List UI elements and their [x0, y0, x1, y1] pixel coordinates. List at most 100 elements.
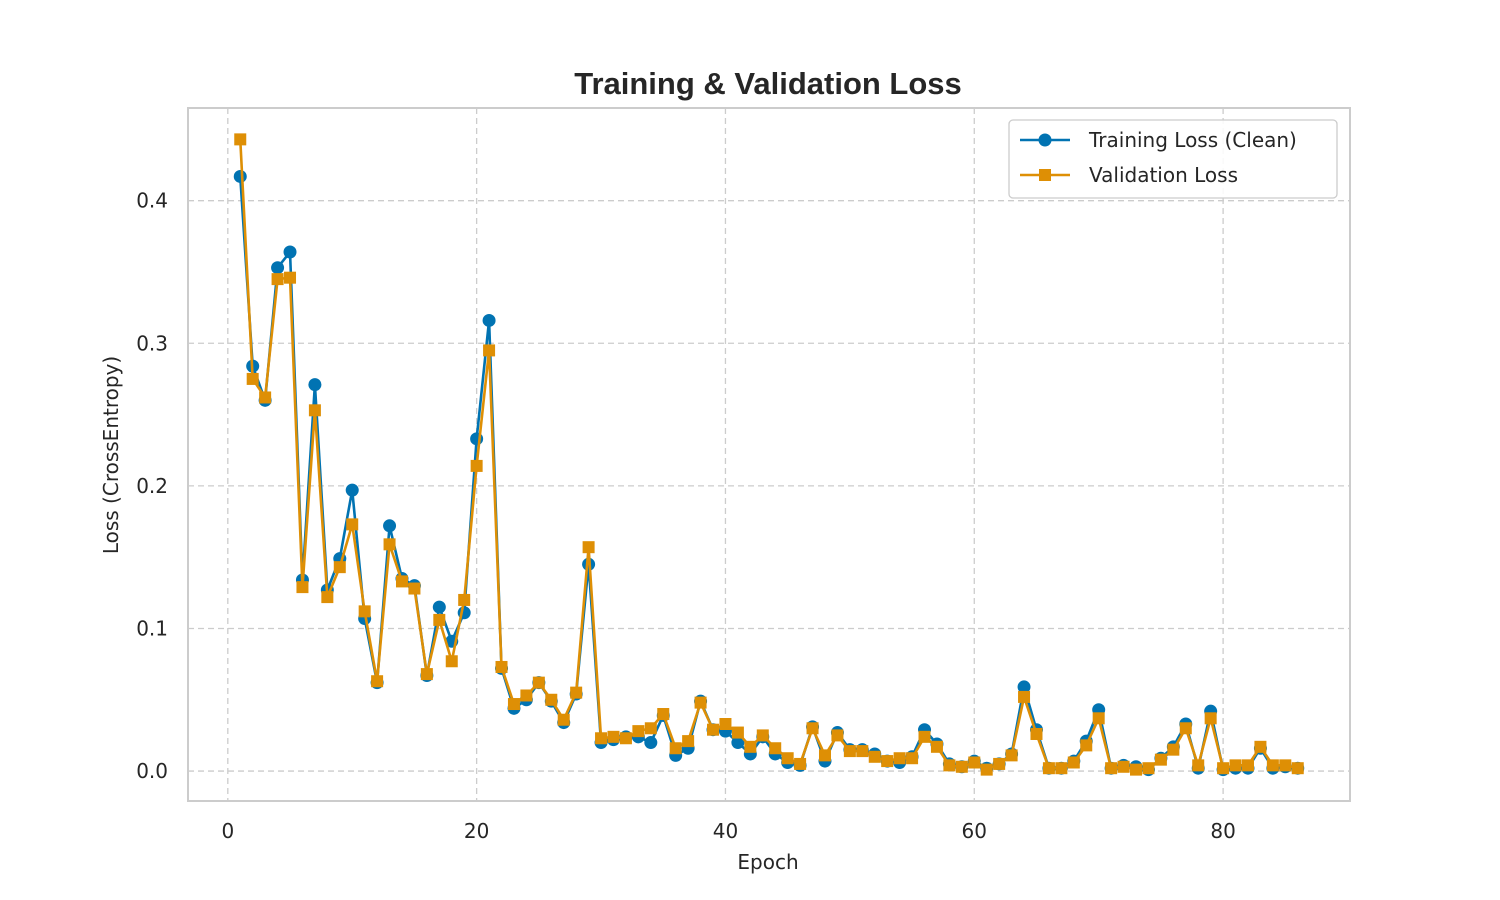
- data-point: [520, 689, 533, 702]
- data-point: [794, 757, 807, 770]
- data-point: [843, 745, 856, 758]
- x-tick-label: 80: [1210, 819, 1235, 843]
- tick-labels: 0 20 40 60 80 0.0 0.1 0.2 0.3 0.4: [136, 189, 1236, 843]
- data-point: [818, 749, 831, 762]
- data-point: [345, 483, 359, 497]
- data-point: [545, 693, 558, 706]
- data-point: [657, 708, 670, 721]
- data-point: [557, 713, 570, 726]
- data-point: [271, 261, 285, 275]
- legend: Training Loss (Clean) Validation Loss: [1008, 119, 1338, 199]
- x-tick-label: 40: [713, 819, 738, 843]
- legend-marker: [1039, 169, 1051, 181]
- data-point: [420, 668, 433, 681]
- data-point: [1254, 740, 1267, 753]
- data-point: [632, 725, 645, 738]
- data-point: [756, 729, 769, 742]
- data-point: [781, 752, 794, 765]
- data-point: [1018, 690, 1031, 703]
- data-point: [284, 271, 297, 284]
- data-point: [458, 593, 471, 606]
- data-point: [495, 660, 508, 673]
- data-point: [980, 763, 993, 776]
- data-point: [955, 760, 968, 773]
- data-point: [930, 740, 943, 753]
- y-tick-label: 0.2: [136, 474, 168, 498]
- data-point: [644, 736, 658, 750]
- data-point: [1291, 762, 1304, 775]
- data-point: [968, 756, 981, 769]
- data-point: [432, 600, 446, 614]
- data-point: [993, 757, 1006, 770]
- data-point: [1067, 756, 1080, 769]
- data-point: [246, 372, 259, 385]
- y-tick-label: 0.0: [136, 759, 168, 783]
- data-point: [371, 675, 384, 688]
- x-tick-label: 0: [221, 819, 234, 843]
- data-point: [470, 459, 483, 472]
- data-point: [731, 736, 745, 750]
- data-point: [570, 686, 583, 699]
- data-point: [234, 133, 247, 146]
- data-point: [893, 752, 906, 765]
- legend-marker: [1038, 133, 1052, 147]
- data-point: [831, 729, 844, 742]
- y-tick-label: 0.4: [136, 189, 168, 213]
- data-point: [507, 698, 520, 711]
- data-point: [731, 726, 744, 739]
- data-point: [1241, 759, 1254, 772]
- data-point: [395, 575, 408, 588]
- legend-label: Training Loss (Clean): [1088, 128, 1297, 152]
- y-tick-label: 0.3: [136, 331, 168, 355]
- data-point: [308, 378, 322, 392]
- data-point: [346, 518, 359, 531]
- data-point: [1092, 712, 1105, 725]
- data-point: [682, 735, 695, 748]
- legend-entry: Validation Loss: [1020, 163, 1238, 187]
- data-point: [483, 344, 496, 357]
- data-point: [1179, 722, 1192, 735]
- data-point: [333, 561, 346, 574]
- y-axis-label: Loss (CrossEntropy): [99, 356, 123, 554]
- data-point: [906, 752, 919, 765]
- data-point: [358, 605, 371, 618]
- data-point: [1142, 762, 1155, 775]
- legend-entry: Training Loss (Clean): [1020, 128, 1297, 152]
- data-point: [271, 273, 284, 286]
- data-point: [644, 722, 657, 735]
- legend-label: Validation Loss: [1089, 163, 1238, 187]
- x-tick-label: 20: [464, 819, 489, 843]
- data-point: [669, 742, 682, 755]
- data-point: [408, 582, 421, 595]
- data-point: [383, 538, 396, 551]
- data-point: [1279, 759, 1292, 772]
- data-point: [233, 169, 247, 183]
- chart-title: Training & Validation Loss: [574, 66, 962, 101]
- data-point: [1217, 762, 1230, 775]
- data-point: [1042, 762, 1055, 775]
- data-point: [769, 742, 782, 755]
- data-point: [868, 750, 881, 763]
- data-point: [744, 740, 757, 753]
- data-point: [296, 581, 309, 594]
- data-point: [881, 755, 894, 768]
- data-point: [607, 730, 620, 743]
- data-point: [582, 541, 595, 554]
- data-point: [1030, 727, 1043, 740]
- data-point: [1266, 759, 1279, 772]
- data-point: [694, 696, 707, 709]
- data-point: [283, 245, 297, 259]
- data-point: [707, 723, 720, 736]
- data-point: [1154, 753, 1167, 766]
- data-point: [1167, 743, 1180, 756]
- data-point: [383, 519, 397, 533]
- data-point: [1192, 759, 1205, 772]
- data-point: [1005, 749, 1018, 762]
- data-point: [1017, 680, 1031, 694]
- data-point: [482, 313, 496, 327]
- data-point: [943, 759, 956, 772]
- data-point: [259, 391, 272, 404]
- legend-box: [1008, 119, 1338, 199]
- data-point: [918, 730, 931, 743]
- data-point: [619, 732, 632, 745]
